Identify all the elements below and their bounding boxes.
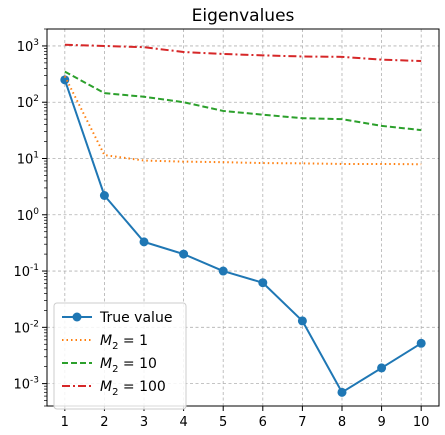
x-tick-label: 6 [259,415,267,430]
legend-marker [72,312,82,322]
data-point [297,316,307,326]
y-tick-label: 100 [17,207,40,224]
x-tick-label: 4 [179,415,187,430]
legend-label: M2 = 10 [100,356,157,375]
y-tick-label: 101 [17,150,39,167]
data-point [416,338,426,348]
series-line [64,70,422,132]
data-point [337,387,347,397]
series-line [63,75,422,166]
x-tick-label: 3 [140,415,148,430]
x-tick-label: 10 [413,415,430,430]
chart-title: Eigenvalues [192,6,295,26]
y-tick-label: 10-2 [13,319,39,336]
data-point [179,249,189,259]
y-tick-label: 102 [17,94,39,111]
y-tick-label: 103 [17,38,39,55]
y-tick-label: 10-1 [13,263,39,280]
data-point [377,363,387,373]
data-point [218,266,228,276]
x-tick-label: 8 [338,415,346,430]
series-lines [60,43,426,397]
x-tick-label: 2 [100,415,108,430]
x-tick-label: 5 [219,415,227,430]
legend-label: True value [99,310,172,326]
legend-box [53,302,187,410]
data-point [139,237,149,247]
legend: True value M2 = 1 M2 = 10 M2 = 100 [53,302,187,410]
legend-label: M2 = 100 [100,379,166,398]
x-tick-label: 1 [61,415,69,430]
series-line [64,43,422,62]
series-line [63,79,422,394]
data-point [99,191,109,201]
x-tick-label: 7 [298,415,306,430]
x-tick-label: 9 [377,415,385,430]
data-point [60,75,70,85]
axis-ticks: 1 2 3 4 5 6 7 8 9 10 10-3 10-2 10-1 100 101 102 103 [13,28,430,430]
data-point [258,278,268,288]
legend-label: M2 = 1 [100,333,148,352]
y-tick-label: 10-3 [13,376,39,393]
